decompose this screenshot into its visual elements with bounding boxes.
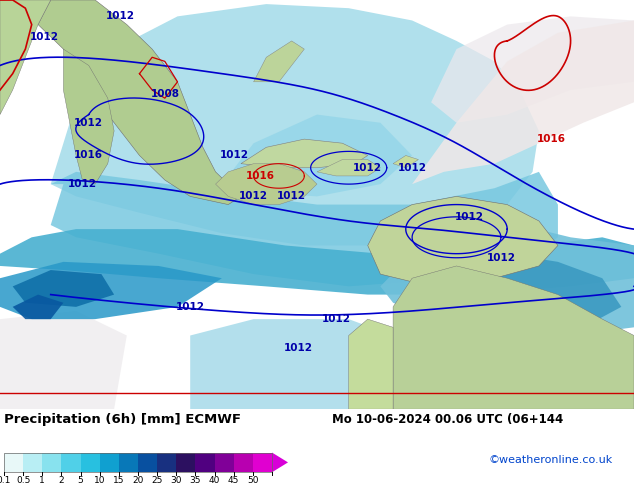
Bar [214, 453, 234, 472]
Bar [157, 453, 176, 472]
Polygon shape [216, 164, 317, 205]
Text: 20: 20 [133, 476, 144, 485]
Text: 1008: 1008 [150, 89, 179, 99]
Polygon shape [190, 319, 393, 409]
Bar [23, 453, 42, 472]
Polygon shape [13, 270, 114, 307]
Polygon shape [431, 16, 634, 122]
Text: 40: 40 [209, 476, 220, 485]
Text: 1012: 1012 [74, 118, 103, 128]
Polygon shape [272, 453, 288, 472]
Text: 1012: 1012 [30, 32, 59, 42]
Polygon shape [241, 139, 368, 168]
Text: 1016: 1016 [537, 134, 566, 144]
Bar [138, 453, 157, 472]
Bar [61, 453, 81, 472]
Polygon shape [63, 49, 114, 184]
Text: 35: 35 [190, 476, 201, 485]
Text: 1012: 1012 [321, 314, 351, 324]
Polygon shape [393, 155, 418, 168]
Text: 50: 50 [247, 476, 259, 485]
Bar [42, 453, 61, 472]
Polygon shape [222, 115, 412, 196]
Text: 1012: 1012 [277, 192, 306, 201]
Text: 1012: 1012 [239, 192, 268, 201]
Text: 1012: 1012 [106, 11, 135, 22]
Polygon shape [0, 229, 634, 294]
Text: 5: 5 [78, 476, 84, 485]
Bar [195, 453, 214, 472]
Text: 1012: 1012 [398, 163, 427, 173]
Bar [4, 453, 23, 472]
Text: 1012: 1012 [68, 179, 97, 189]
Text: 1016: 1016 [74, 150, 103, 161]
Bar [119, 453, 138, 472]
Text: 1016: 1016 [245, 171, 275, 181]
Text: 25: 25 [152, 476, 163, 485]
Polygon shape [51, 4, 539, 245]
Bar [81, 453, 100, 472]
Text: 1: 1 [39, 476, 45, 485]
Polygon shape [0, 0, 51, 115]
Bar [176, 453, 195, 472]
Text: 1012: 1012 [455, 212, 484, 222]
Text: Precipitation (6h) [mm] ECMWF: Precipitation (6h) [mm] ECMWF [4, 413, 241, 426]
Polygon shape [51, 172, 558, 286]
Polygon shape [349, 319, 393, 409]
Text: 10: 10 [94, 476, 105, 485]
Polygon shape [368, 196, 558, 286]
Bar [253, 453, 272, 472]
Text: Mo 10-06-2024 00.06 UTC (06+144: Mo 10-06-2024 00.06 UTC (06+144 [332, 413, 563, 426]
Text: 45: 45 [228, 476, 240, 485]
Bar [100, 453, 119, 472]
Text: 0.5: 0.5 [16, 476, 30, 485]
Polygon shape [412, 254, 621, 336]
Text: 15: 15 [113, 476, 125, 485]
Text: 0.1: 0.1 [0, 476, 11, 485]
Text: 1012: 1012 [176, 302, 205, 312]
Polygon shape [0, 262, 222, 319]
Polygon shape [317, 160, 380, 176]
Polygon shape [38, 0, 241, 205]
Bar [234, 453, 253, 472]
Polygon shape [0, 311, 127, 409]
Text: 1012: 1012 [486, 253, 515, 263]
Text: 2: 2 [58, 476, 64, 485]
Text: 1012: 1012 [283, 343, 313, 353]
Polygon shape [13, 294, 63, 319]
Polygon shape [393, 266, 634, 409]
Text: ©weatheronline.co.uk: ©weatheronline.co.uk [488, 455, 612, 465]
Polygon shape [412, 21, 634, 184]
Polygon shape [380, 225, 634, 336]
Text: 30: 30 [171, 476, 182, 485]
Polygon shape [254, 41, 304, 82]
Text: 1012: 1012 [220, 150, 249, 161]
Text: 1012: 1012 [353, 163, 382, 173]
Bar [4, 453, 272, 472]
